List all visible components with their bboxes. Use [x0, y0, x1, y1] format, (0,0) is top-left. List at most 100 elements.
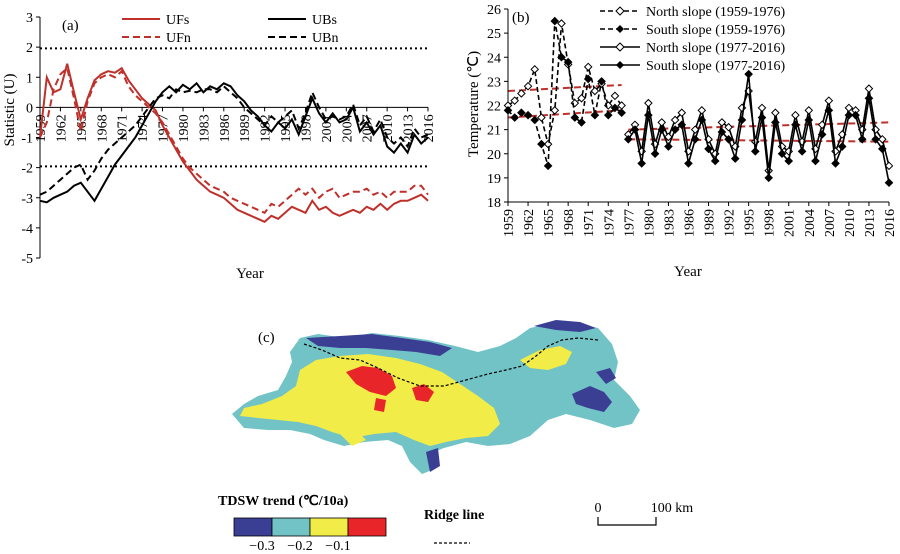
data-point — [690, 134, 700, 144]
legend-marker-south-late — [616, 61, 624, 69]
y-tick-label: 1 — [26, 71, 33, 86]
x-tick-label: 1962 — [522, 209, 537, 237]
data-point — [697, 106, 707, 115]
data-point — [610, 91, 620, 101]
data-point — [730, 154, 740, 163]
data-point — [884, 161, 894, 171]
y-tick-label: 3 — [26, 11, 33, 26]
data-point — [677, 120, 687, 130]
legend-label-south-early: South slope (1959-1976) — [646, 23, 786, 38]
legend-label-north-late: North slope (1977-2016) — [646, 41, 786, 56]
x-tick-label: 1962 — [54, 114, 69, 142]
map-region-blue-south — [426, 448, 440, 472]
x-tick-label: 2007 — [361, 114, 376, 142]
y-tick-label: 0 — [26, 101, 33, 116]
data-point — [637, 159, 646, 168]
x-tick-label: 1986 — [682, 209, 697, 237]
legend-class-swatch — [309, 517, 349, 537]
data-point — [590, 86, 600, 96]
x-tick-label: 2016 — [422, 114, 437, 142]
series-line-ubs — [39, 81, 429, 204]
panel-a-label: (a) — [62, 18, 79, 34]
x-tick-label: 1983 — [197, 114, 212, 142]
panel-b-ylabel: Temperature (℃) — [466, 51, 482, 157]
y-tick-label: -2 — [21, 162, 33, 177]
map-region-blue-east2 — [596, 368, 616, 384]
y-tick-label: 19 — [487, 172, 501, 187]
panel-b-series — [503, 16, 894, 188]
data-point — [510, 113, 519, 122]
series-line-4 — [627, 73, 890, 183]
data-point — [764, 173, 773, 183]
panel-a-legend: UFs UBs UFn UBn — [122, 13, 338, 46]
data-point — [844, 110, 854, 120]
data-point — [824, 96, 834, 105]
series-line-ubn — [39, 84, 429, 196]
data-point — [644, 110, 653, 120]
data-point — [757, 113, 767, 122]
data-point — [624, 134, 633, 144]
x-tick-label: 1983 — [662, 209, 677, 237]
legend-class-swatch — [347, 517, 387, 537]
data-point — [824, 106, 834, 115]
map-legend-tick-3: −0.1 — [325, 539, 350, 554]
data-point — [550, 16, 560, 26]
data-point — [530, 115, 540, 125]
legend-marker-north-late — [615, 42, 625, 52]
data-point — [583, 74, 593, 84]
data-point — [804, 106, 814, 115]
x-tick-label: 1980 — [642, 209, 657, 237]
scale-bar-end: 100 km — [651, 501, 694, 516]
x-tick-label: 1989 — [703, 209, 718, 237]
data-point — [878, 144, 887, 154]
map-region-blue-northeast — [534, 320, 596, 332]
y-tick-label: 2 — [26, 41, 33, 56]
map-region-red-3 — [374, 398, 386, 412]
data-point — [657, 118, 667, 127]
x-tick-label: 1959 — [502, 209, 517, 237]
trend-map — [232, 320, 640, 474]
data-point — [570, 98, 580, 108]
data-point — [537, 139, 546, 149]
x-tick-label: 2013 — [863, 209, 878, 237]
y-tick-label: 22 — [487, 100, 501, 115]
series-line-3 — [627, 87, 890, 171]
legend-label-ufn: UFn — [166, 31, 191, 46]
data-point — [650, 149, 660, 159]
data-point — [550, 106, 560, 115]
map-legend-tick-2: −0.2 — [287, 539, 312, 554]
data-point — [583, 62, 593, 72]
x-tick-label: 1971 — [582, 209, 597, 237]
data-point — [817, 130, 827, 139]
x-tick-label: 1977 — [622, 209, 637, 237]
data-point — [664, 132, 673, 142]
data-point — [517, 108, 526, 118]
x-tick-label: 2016 — [883, 209, 898, 237]
data-point — [771, 108, 780, 118]
data-point — [617, 108, 626, 118]
data-point — [657, 125, 667, 134]
x-tick-label: 1965 — [542, 209, 557, 237]
data-point — [784, 156, 794, 166]
data-point — [563, 57, 573, 67]
scale-bar-line — [597, 517, 657, 526]
map-ridge-line — [303, 337, 599, 387]
y-tick-label: 24 — [487, 51, 501, 66]
legend-label-ufs: UFs — [166, 13, 189, 28]
map-region-yellow-main — [240, 354, 500, 446]
data-point — [751, 147, 760, 156]
data-point — [523, 81, 533, 91]
ridge-legend-label: Ridge line — [424, 508, 484, 523]
x-tick-label: 2010 — [381, 114, 396, 142]
panel-a-xlabel: Year — [236, 266, 264, 282]
panel-a-series — [39, 63, 429, 223]
x-tick-label: 1989 — [238, 114, 253, 142]
y-tick-label: -3 — [21, 192, 33, 207]
data-point — [503, 106, 513, 115]
series-line-ufn — [39, 66, 429, 215]
y-tick-label: 23 — [487, 75, 501, 90]
panel-c-label: (c) — [258, 330, 275, 346]
data-point — [684, 159, 693, 168]
